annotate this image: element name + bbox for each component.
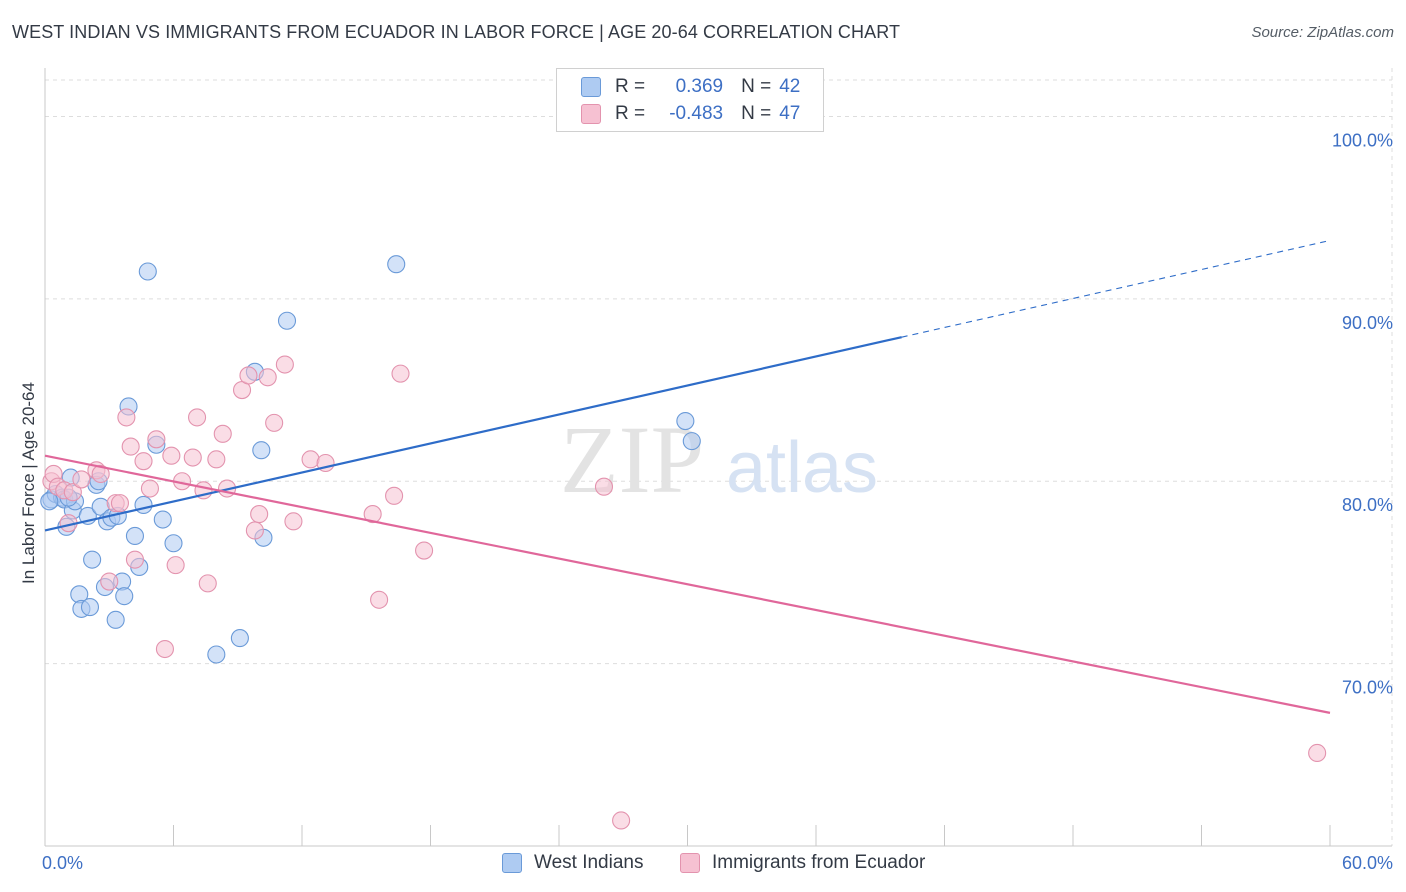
ecuador-point (166, 556, 185, 575)
ecuador-trendline (44, 454, 1331, 714)
watermark: ZIP atlas (560, 406, 878, 513)
west-indian-point (387, 255, 406, 274)
west-indian-point (40, 492, 59, 511)
west-indian-point (230, 629, 249, 648)
west-indian-point (125, 526, 144, 546)
stats-row-ecuador: R = -0.483 N = 47 (581, 102, 800, 126)
labels-layer: 70.0% 80.0% 90.0% 100.0% 0.0% 60.0% In Labor F… (19, 130, 1393, 873)
ecuador-point (110, 494, 130, 513)
ecuador-point (245, 521, 264, 540)
n-value: 42 (779, 76, 801, 97)
x-tick-label: 60.0% (1342, 853, 1393, 873)
ecuador-point (100, 572, 119, 591)
y-tick-label: 90.0% (1342, 313, 1393, 333)
ecuador-point (265, 413, 284, 432)
legend-label: Immigrants from Ecuador (712, 852, 926, 873)
ecuador-point (301, 450, 320, 469)
n-label: N = (741, 76, 772, 97)
ecuador-point (134, 452, 153, 471)
west-indians-swatch (502, 853, 522, 873)
grid-layer (45, 68, 1393, 846)
ecuador-point (155, 639, 174, 659)
r-label: R = (615, 76, 646, 97)
ecuador-point (121, 437, 140, 456)
ecuador-point (183, 448, 202, 467)
ecuador-point (284, 512, 303, 531)
series-legend: West Indians Immigrants from Ecuador (0, 852, 1406, 878)
ecuador-point (385, 486, 404, 505)
x-tick-label: 0.0% (42, 853, 83, 873)
points-layer (40, 255, 1327, 830)
ecuador-point (213, 424, 232, 443)
ecuador-point (198, 574, 217, 593)
ecuador-point (275, 355, 294, 374)
legend-item-ecuador[interactable]: Immigrants from Ecuador (680, 852, 925, 874)
west-indian-point (106, 610, 125, 629)
y-tick-label: 80.0% (1342, 495, 1393, 515)
chart-title: WEST INDIAN VS IMMIGRANTS FROM ECUADOR I… (12, 22, 901, 42)
ecuador-point (63, 483, 82, 502)
stats-row-west-indians: R = 0.369 N = 42 (581, 75, 800, 99)
ecuador-point (72, 470, 91, 489)
ecuador-point (207, 450, 226, 469)
ecuador-point (117, 408, 136, 427)
ecuador-point (594, 477, 614, 496)
ecuador-point (162, 446, 181, 465)
west-indian-point (207, 645, 226, 664)
ecuador-point (391, 364, 410, 383)
ecuador-swatch (680, 853, 700, 873)
ecuador-point (258, 368, 277, 387)
legend-item-west-indians[interactable]: West Indians (502, 852, 643, 874)
west-indian-point (676, 412, 695, 431)
axes-layer (44, 68, 1392, 847)
ecuador-point (1308, 743, 1327, 763)
west-indian-point (138, 262, 157, 281)
n-value: 47 (779, 103, 801, 124)
ecuador-point (147, 430, 166, 449)
west-indian-point (682, 432, 701, 451)
r-label: R = (615, 103, 646, 124)
ecuador-point (363, 505, 382, 524)
ecuador-point (370, 590, 389, 609)
y-tick-label: 100.0% (1332, 130, 1393, 150)
west-indians-swatch (581, 77, 601, 97)
source-label: Source: ZipAtlas.com (1251, 24, 1394, 41)
west-indian-point (134, 495, 153, 514)
ecuador-point (239, 366, 258, 385)
stats-legend: R = 0.369 N = 42 R = -0.483 N = 47 (556, 68, 824, 132)
west-indian-point (115, 587, 134, 606)
west-indian-point (153, 510, 172, 529)
ecuador-point (91, 464, 110, 483)
y-axis-label: In Labor Force | Age 20-64 (19, 382, 38, 584)
r-value: -0.483 (669, 103, 724, 124)
legend-label: West Indians (534, 852, 644, 873)
west-indians-trendline (44, 336, 902, 532)
ecuador-point (125, 550, 144, 569)
west-indian-point (277, 311, 297, 330)
west-indian-point (83, 550, 102, 569)
trend-layer (44, 239, 1331, 714)
ecuador-point (140, 479, 159, 498)
y-tick-label: 70.0% (1342, 678, 1393, 698)
ecuador-point (188, 408, 207, 427)
ecuador-point (415, 541, 434, 560)
ecuador-swatch (581, 104, 601, 124)
ecuador-point (612, 811, 631, 830)
west-indian-point (252, 441, 271, 460)
west-indian-point (164, 534, 183, 553)
watermark-atlas: atlas (726, 428, 878, 508)
west-indian-point (80, 598, 100, 617)
ecuador-point (250, 505, 269, 524)
r-value: 0.369 (675, 76, 724, 97)
west-indians-trendline-extension (901, 239, 1331, 338)
n-label: N = (741, 103, 772, 124)
